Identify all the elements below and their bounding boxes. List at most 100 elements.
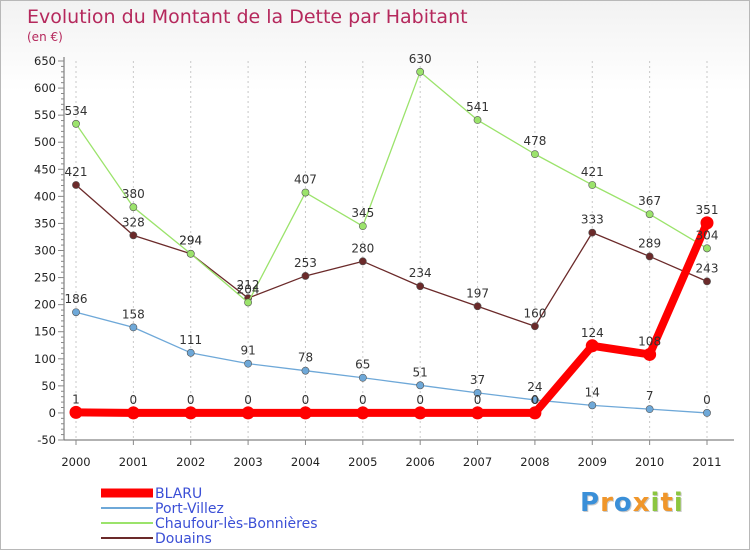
data-point (703, 409, 711, 417)
y-tick-label: 500 (34, 135, 56, 149)
data-label: 304 (696, 228, 719, 242)
data-point (126, 406, 140, 420)
data-label: 253 (294, 256, 317, 270)
data-labels: 186 158 111 91 78 65 51 37 24 14 7 0 534 380 294 204 407… (65, 52, 719, 407)
data-point (72, 119, 80, 128)
data-point (72, 308, 80, 317)
data-point (416, 381, 425, 390)
logo-letter: i (673, 488, 684, 518)
y-tick-label: 650 (34, 54, 56, 68)
x-tick-label: 2010 (635, 455, 664, 469)
y-tick-label: 100 (34, 352, 56, 366)
x-tick-label: 2002 (176, 455, 205, 469)
data-point (241, 406, 255, 420)
series-line (75, 311, 708, 414)
x-tick-label: 2011 (692, 455, 721, 469)
data-point (244, 298, 252, 307)
data-label: 333 (581, 213, 604, 227)
data-label: 51 (413, 365, 428, 379)
y-tick-label: -50 (37, 433, 56, 447)
legend-label: BLARU (155, 486, 202, 502)
data-point (645, 405, 654, 414)
data-label: 421 (581, 165, 604, 179)
data-point (301, 272, 310, 280)
y-tick-label: 350 (34, 216, 56, 230)
data-point (645, 252, 654, 261)
legend-label: Chaufour-lès-Bonnières (155, 516, 318, 532)
data-label: 243 (696, 261, 719, 275)
data-label: 37 (470, 373, 485, 387)
y-tick-label: 0 (49, 406, 56, 420)
data-label: 24 (527, 380, 542, 394)
data-point (356, 406, 370, 420)
data-label: 0 (244, 393, 252, 407)
legend-item: BLARU (101, 486, 202, 502)
data-label: 65 (355, 358, 370, 372)
data-point (588, 228, 597, 237)
logo-letter: i (650, 488, 661, 518)
data-label: 0 (302, 393, 310, 407)
chart-subtitle: (en €) (27, 30, 63, 44)
legend-item: Port-Villez (101, 501, 224, 517)
data-point (301, 188, 310, 197)
data-label: 478 (523, 134, 546, 148)
data-label: 294 (179, 234, 202, 248)
data-point (186, 348, 195, 357)
x-tick-label: 2004 (291, 455, 320, 469)
data-label: 0 (531, 393, 539, 407)
data-point (531, 396, 539, 404)
data-point (473, 388, 482, 397)
legend: BLARUPort-VillezChaufour-lès-BonnièresDo… (101, 486, 318, 547)
data-point (184, 406, 198, 420)
data-label: 234 (409, 266, 432, 280)
data-point (588, 181, 597, 189)
data-point (244, 359, 252, 368)
data-label: 280 (351, 241, 374, 255)
y-tick-label: 600 (34, 81, 56, 95)
x-tick-label: 2001 (119, 455, 148, 469)
data-label: 407 (294, 173, 317, 187)
data-point (129, 323, 138, 332)
x-tick-label: 2000 (61, 455, 90, 469)
data-label: 380 (122, 187, 145, 201)
data-point (301, 366, 310, 375)
y-tick-label: 450 (34, 162, 56, 176)
axes: -500501001502002503003504004505005506006… (34, 54, 734, 469)
data-point (129, 203, 138, 212)
data-label: 630 (409, 52, 432, 66)
data-label: 204 (237, 282, 260, 296)
data-label: 328 (122, 215, 145, 229)
y-tick-label: 200 (34, 298, 56, 312)
data-label: 14 (585, 385, 600, 399)
data-point (69, 405, 83, 419)
data-point (358, 257, 367, 266)
data-point (358, 373, 367, 382)
data-point (298, 406, 312, 420)
data-label: 160 (523, 306, 546, 320)
data-label: 197 (466, 286, 489, 300)
y-tick-label: 300 (34, 244, 56, 258)
data-point (413, 406, 427, 420)
data-label: 124 (581, 326, 604, 340)
data-point (588, 401, 597, 410)
data-point (703, 277, 711, 286)
data-label: 0 (474, 393, 482, 407)
logo-letter: o (613, 488, 633, 518)
data-point (416, 282, 425, 291)
chart-title: Evolution du Montant de la Dette par Hab… (27, 6, 468, 28)
logo-letter: t (660, 488, 674, 518)
data-label: 541 (466, 100, 489, 114)
data-point (471, 406, 485, 420)
grid (75, 61, 708, 440)
data-point (129, 231, 138, 240)
data-label: 0 (187, 393, 195, 407)
logo-letter: P (580, 488, 601, 518)
y-tick-label: 250 (34, 271, 56, 285)
logo-letter: r (600, 488, 614, 518)
data-point (72, 181, 80, 189)
series-Port-Villez (72, 308, 711, 417)
data-label: 367 (638, 194, 661, 208)
data-label: 1 (72, 392, 80, 406)
